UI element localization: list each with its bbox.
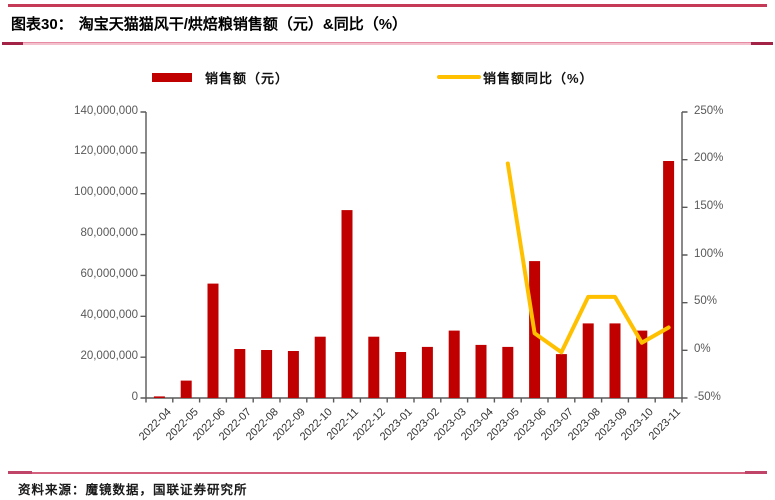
sales-bar xyxy=(609,323,621,398)
sales-bar xyxy=(555,354,567,398)
chart-legend: 销售额（元） 销售额同比（%） xyxy=(0,66,775,88)
sales-bar xyxy=(314,336,326,398)
sales-bar xyxy=(207,283,219,398)
legend-item-sales: 销售额（元） xyxy=(152,66,289,88)
figure-label: 图表30： xyxy=(11,16,73,33)
axis-lines xyxy=(140,111,688,403)
sales-bar xyxy=(287,351,299,398)
sales-bar xyxy=(395,352,407,398)
figure-title: 淘宝天猫猫风干/烘焙粮销售额（元）&同比（%） xyxy=(78,16,408,33)
legend-label-sales: 销售额（元） xyxy=(205,70,290,86)
sales-bar xyxy=(180,380,192,398)
sales-bar xyxy=(502,346,514,398)
yoy-line-swatch-icon xyxy=(437,75,481,79)
sales-bar xyxy=(234,349,246,398)
footer-divider xyxy=(0,471,775,475)
sales-bar-swatch-icon xyxy=(152,72,192,82)
sales-bar xyxy=(582,323,594,398)
sales-bar xyxy=(663,161,675,398)
title-divider xyxy=(0,42,775,46)
sales-bar xyxy=(421,346,433,398)
legend-label-yoy: 销售额同比（%） xyxy=(483,70,594,86)
sales-bar xyxy=(368,336,380,398)
source-text: 资料来源：魔镜数据，国联证券研究所 xyxy=(18,483,248,497)
sales-bar xyxy=(475,344,487,398)
sales-bar xyxy=(153,396,165,398)
sales-bar xyxy=(448,330,460,398)
top-rule xyxy=(8,4,767,7)
sales-bar xyxy=(636,330,648,398)
sales-bar xyxy=(261,350,273,398)
sales-bar xyxy=(341,210,353,398)
legend-item-yoy: 销售额同比（%） xyxy=(437,66,594,88)
figure-title-row: 图表30： 淘宝天猫猫风干/烘焙粮销售额（元）&同比（%） xyxy=(11,13,407,34)
yoy-line xyxy=(505,161,671,355)
